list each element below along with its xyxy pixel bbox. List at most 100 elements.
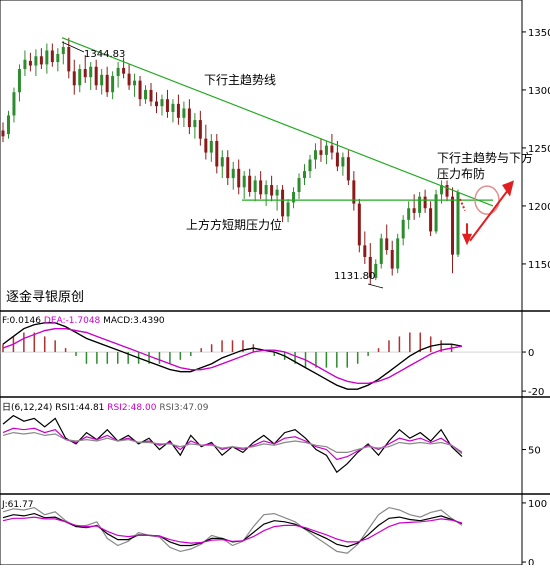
candle-body [357, 203, 361, 246]
macd-tick-label: -20 [528, 387, 544, 398]
candle-body [133, 80, 137, 86]
candle-body [209, 140, 213, 153]
candle-body [204, 138, 208, 153]
candle-body [275, 189, 279, 196]
candle-body [242, 175, 246, 188]
candle-body [149, 89, 153, 102]
forecast-label-line1: 下行主趋势与下方 [437, 150, 533, 165]
price-tick-label: 1150 [528, 260, 550, 271]
candle-body [78, 69, 82, 86]
candle-body [176, 103, 180, 118]
candle-body [50, 50, 54, 63]
trendline-label: 下行主趋势线 [204, 73, 276, 87]
candle-body [259, 180, 263, 195]
kdj-series-line [2, 516, 463, 544]
macd-series-line [2, 328, 463, 384]
candle-body [390, 250, 394, 269]
candle-body [105, 74, 109, 93]
candle-body [451, 196, 455, 255]
candle-body [330, 145, 334, 153]
candle-body [363, 245, 367, 257]
macd-label-part: F:0.0146 [2, 316, 41, 326]
macd-series-line [2, 322, 463, 390]
candle-body [286, 202, 290, 217]
candle-body [374, 263, 378, 278]
candle-body [160, 99, 164, 107]
candle-body [368, 256, 372, 278]
candle-body [297, 178, 301, 192]
candle-body [440, 185, 444, 195]
rsi-tick-label: 50 [528, 446, 541, 457]
candle-body [122, 67, 126, 74]
candle-body [56, 53, 60, 63]
rsi-label-part: RSI3:47.09 [159, 403, 208, 413]
candle-body [83, 69, 87, 78]
price-tick-label: 1350 [528, 28, 550, 39]
candle-body [193, 120, 197, 128]
candle-body [17, 69, 21, 93]
candle-body [12, 92, 16, 116]
price-tick-label: 1200 [528, 202, 550, 213]
candle-body [308, 159, 312, 172]
candle-body [407, 208, 411, 220]
candle-body [352, 180, 356, 204]
candle-body [138, 80, 142, 100]
forecast-down-arrowhead [462, 233, 472, 246]
forecast-label-line2: 压力布防 [437, 166, 485, 181]
candle-body [253, 180, 257, 192]
candle-body [456, 192, 460, 255]
candle-body [165, 99, 169, 112]
candle-body [116, 67, 120, 76]
macd-tick-label: 0 [528, 348, 534, 359]
candle-body [67, 47, 71, 72]
candle-body [215, 140, 219, 167]
candle-body [237, 168, 241, 188]
low-price-label: 1131.80 [334, 271, 375, 282]
rsi-label: 日(6,12,24) RSI1:44.81 RSI2:48.00 RSI3:47… [2, 402, 209, 413]
candle-body [319, 150, 323, 155]
low-price-pointer [367, 283, 384, 289]
candle-body [89, 66, 93, 78]
candle-body [34, 56, 38, 66]
candle-body [248, 175, 252, 192]
candle-body [429, 208, 433, 232]
watermark-label: 逐金寻银原创 [6, 289, 84, 305]
candle-body [61, 47, 65, 54]
candle-body [423, 196, 427, 209]
candle-body [264, 185, 268, 195]
candle-body [335, 152, 339, 167]
candle-body [324, 145, 328, 155]
candle-body [187, 108, 191, 128]
candle-body [385, 238, 389, 250]
candle-body [231, 168, 235, 179]
kdj-label: J:61.77 [1, 500, 33, 510]
kdj-series-line [2, 506, 463, 554]
kdj-tick-label: 100 [528, 499, 547, 510]
candle-body [346, 157, 350, 181]
candle-body [379, 238, 383, 264]
rsi-label-part: RSI1:44.81 [55, 403, 104, 413]
candle-body [72, 71, 76, 86]
candle-body [412, 208, 416, 213]
candle-body [220, 157, 224, 167]
candle-body [45, 50, 49, 65]
candle-body [6, 115, 10, 134]
candle-body [1, 130, 5, 137]
resistance-label: 上方方短期压力位 [186, 217, 282, 232]
candle-body [401, 219, 405, 239]
candle-body [303, 171, 307, 179]
candle-body [292, 192, 296, 203]
macd-series-line [2, 322, 463, 390]
rsi-label-part: RSI2:48.00 [107, 403, 156, 413]
candle-body [144, 89, 148, 100]
candle-body [434, 194, 438, 232]
high-price-pointer [61, 41, 85, 53]
rsi-series-line [2, 427, 463, 461]
rsi-series-line [2, 414, 463, 474]
price-tick-label: 1250 [528, 144, 550, 155]
candle-body [198, 120, 202, 139]
candle-body [127, 73, 131, 86]
candle-body [171, 103, 175, 112]
